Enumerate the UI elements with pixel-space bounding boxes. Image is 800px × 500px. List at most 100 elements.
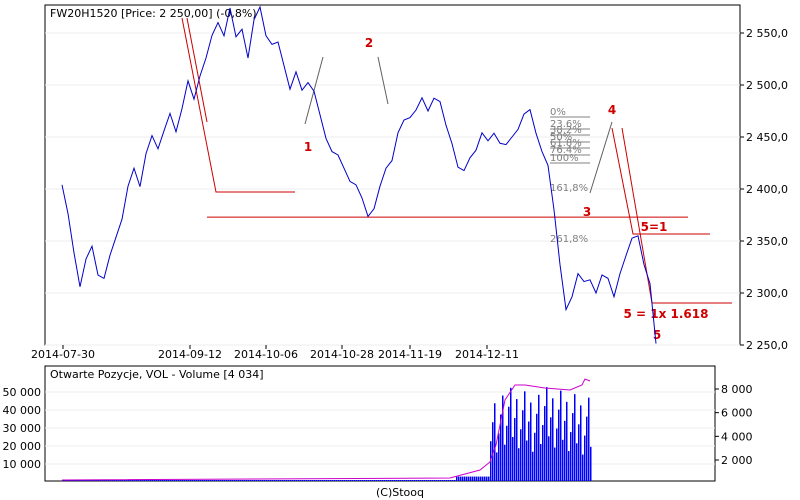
volume-bar	[362, 480, 364, 481]
open-interest-tick-label: 30 000	[3, 422, 42, 435]
price-x-tick-label: 2014-07-30	[31, 348, 95, 361]
volume-bar	[92, 480, 94, 481]
volume-bar	[162, 480, 164, 481]
volume-bar	[76, 480, 78, 481]
volume-bar	[220, 480, 222, 481]
volume-bar	[292, 480, 294, 481]
volume-bar	[106, 480, 108, 481]
volume-bar	[506, 425, 508, 481]
volume-bar	[186, 480, 188, 481]
volume-bar	[510, 387, 512, 481]
volume-bar	[284, 480, 286, 481]
volume-bar	[270, 480, 272, 481]
volume-bar	[96, 480, 98, 481]
volume-bar	[168, 480, 170, 481]
volume-bar	[152, 480, 154, 481]
volume-bar	[254, 480, 256, 481]
volume-bar	[300, 480, 302, 481]
volume-bar	[116, 480, 118, 481]
open-interest-axis: 50 000 40 000 30 000 20 000 10 000	[3, 386, 42, 471]
volume-bar	[498, 433, 500, 481]
volume-bar	[324, 480, 326, 481]
volume-bar	[74, 480, 76, 481]
volume-bar	[84, 480, 86, 481]
volume-bar	[588, 397, 590, 481]
volume-bar	[562, 439, 564, 481]
volume-bar	[232, 480, 234, 481]
volume-bar	[568, 451, 570, 481]
volume-bar	[246, 480, 248, 481]
open-interest-line	[61, 378, 591, 481]
volume-bar	[532, 451, 534, 481]
volume-bar	[86, 480, 88, 481]
volume-bar	[516, 399, 518, 481]
volume-bar	[474, 476, 476, 481]
volume-bar	[536, 413, 538, 481]
volume-bar	[544, 406, 546, 481]
volume-bar	[398, 480, 400, 481]
volume-bar	[176, 480, 178, 481]
volume-bar	[196, 480, 198, 481]
volume-bar	[556, 428, 558, 481]
volume-bar	[122, 480, 124, 481]
volume-bar	[572, 413, 574, 481]
volume-bar	[154, 480, 156, 481]
volume-panel-frame	[44, 365, 716, 482]
volume-bar	[230, 480, 232, 481]
volume-bar	[228, 480, 230, 481]
price-line	[61, 5, 657, 344]
volume-bar	[166, 480, 168, 481]
volume-bar	[462, 476, 464, 481]
volume-axis: 8 000 6 000 4 000 2 000	[715, 383, 753, 467]
wave-label: 5=1	[641, 220, 668, 234]
wave-label: 4	[608, 103, 616, 117]
volume-bar	[328, 480, 330, 481]
volume-bar	[472, 476, 474, 481]
volume-bar	[386, 480, 388, 481]
price-x-tick-label: 2014-11-19	[378, 348, 442, 361]
volume-bar	[388, 480, 390, 481]
fib-level-label: 76.4%	[550, 145, 582, 156]
fib-level-label: 38.2%	[550, 125, 582, 136]
volume-bar	[214, 480, 216, 481]
volume-bar	[126, 480, 128, 481]
fib-level-label: 100%	[550, 153, 579, 164]
volume-bar	[552, 398, 554, 481]
price-y-tick-label: 2 350,0	[746, 235, 788, 248]
open-interest-tick-label: 50 000	[3, 386, 42, 399]
volume-bar	[340, 480, 342, 481]
volume-bar	[534, 432, 536, 481]
volume-bar	[480, 476, 482, 481]
volume-bar	[298, 480, 300, 481]
volume-bar	[276, 480, 278, 481]
volume-bar	[172, 480, 174, 481]
price-series	[61, 5, 657, 344]
volume-bar	[222, 480, 224, 481]
volume-bar	[466, 476, 468, 481]
volume-bar	[502, 395, 504, 481]
volume-bar	[138, 480, 140, 481]
volume-bar	[296, 480, 298, 481]
volume-bar	[200, 480, 202, 481]
volume-bar	[334, 480, 336, 481]
volume-bar	[358, 480, 360, 481]
volume-bar	[456, 476, 458, 481]
volume-bar	[458, 476, 460, 481]
volume-bar	[250, 480, 252, 481]
volume-bar	[332, 480, 334, 481]
volume-bar	[476, 476, 478, 481]
volume-bar	[210, 480, 212, 481]
volume-bar	[376, 480, 378, 481]
volume-bar	[338, 480, 340, 481]
volume-bar	[286, 480, 288, 481]
volume-grid	[45, 391, 715, 465]
volume-bar	[202, 480, 204, 481]
price-x-tick-label: 2014-10-06	[234, 348, 298, 361]
price-y-tick-label: 2 500,0	[746, 79, 788, 92]
volume-bar	[104, 480, 106, 481]
volume-bar	[216, 480, 218, 481]
volume-bar	[136, 480, 138, 481]
wave-projection-left	[181, 17, 295, 193]
volume-bar	[546, 387, 548, 481]
